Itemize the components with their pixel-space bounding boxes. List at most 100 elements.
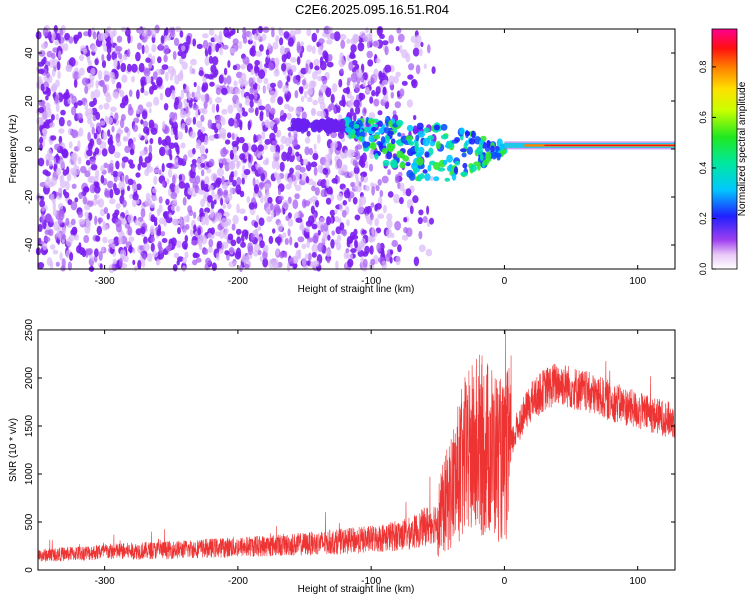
noise-speckle bbox=[231, 223, 236, 231]
noise-speckle bbox=[37, 68, 45, 74]
noise-speckle bbox=[111, 243, 116, 250]
noise-speckle bbox=[95, 80, 99, 89]
noise-speckle bbox=[128, 236, 135, 242]
snr-y-tick-label: 2000 bbox=[24, 366, 35, 389]
noise-speckle bbox=[128, 89, 133, 97]
noise-speckle bbox=[301, 243, 307, 250]
noise-speckle bbox=[90, 163, 98, 171]
snr-y-tick-label: 0 bbox=[24, 567, 35, 573]
colorbar-tick-label: 0.4 bbox=[698, 162, 708, 175]
noise-speckle bbox=[227, 104, 234, 114]
noise-speckle bbox=[325, 197, 332, 205]
noise-speckle bbox=[292, 199, 299, 210]
noise-speckle bbox=[131, 183, 138, 192]
noise-speckle bbox=[81, 249, 87, 258]
noise-speckle bbox=[412, 47, 420, 57]
noise-speckle bbox=[108, 144, 116, 155]
noise-speckle bbox=[261, 130, 266, 140]
noise-speckle bbox=[153, 168, 160, 174]
noise-speckle bbox=[295, 106, 303, 115]
noise-speckle bbox=[102, 84, 107, 94]
noise-speckle bbox=[348, 239, 352, 245]
signal-blob bbox=[382, 147, 388, 155]
noise-speckle bbox=[127, 185, 131, 192]
noise-speckle bbox=[423, 63, 427, 70]
noise-speckle bbox=[236, 176, 242, 187]
noise-speckle bbox=[68, 141, 73, 149]
noise-speckle bbox=[120, 114, 126, 121]
noise-speckle bbox=[346, 38, 351, 44]
noise-speckle bbox=[96, 225, 103, 236]
noise-speckle bbox=[192, 38, 197, 47]
noise-speckle bbox=[209, 81, 215, 87]
noise-speckle bbox=[129, 163, 136, 169]
noise-speckle bbox=[306, 260, 311, 266]
snr-y-tick-label: 1500 bbox=[24, 414, 35, 437]
noise-speckle bbox=[215, 115, 221, 124]
noise-speckle bbox=[57, 217, 63, 225]
noise-speckle bbox=[258, 181, 265, 188]
noise-speckle bbox=[111, 74, 116, 85]
noise-speckle bbox=[210, 200, 215, 210]
noise-speckle bbox=[42, 27, 49, 37]
noise-speckle bbox=[276, 129, 282, 138]
noise-speckle bbox=[114, 112, 119, 121]
noise-speckle bbox=[79, 54, 84, 62]
noise-speckle bbox=[144, 156, 151, 164]
noise-speckle bbox=[342, 200, 348, 206]
noise-speckle bbox=[50, 85, 58, 92]
signal-blob bbox=[435, 140, 441, 150]
noise-speckle bbox=[137, 259, 142, 270]
signal-blob bbox=[444, 177, 450, 182]
noise-speckle bbox=[269, 132, 276, 142]
noise-speckle bbox=[63, 43, 69, 52]
signal-blob bbox=[416, 122, 424, 130]
noise-speckle bbox=[197, 227, 202, 236]
noise-speckle bbox=[138, 62, 145, 73]
signal-blob bbox=[368, 134, 376, 143]
noise-speckle bbox=[176, 148, 180, 155]
signal-blob bbox=[460, 148, 467, 153]
noise-speckle bbox=[63, 93, 71, 100]
noise-speckle bbox=[252, 177, 256, 187]
noise-speckle bbox=[248, 202, 255, 210]
noise-speckle bbox=[370, 258, 376, 266]
noise-speckle bbox=[248, 77, 254, 87]
noise-speckle bbox=[112, 258, 118, 265]
noise-speckle bbox=[251, 45, 256, 52]
noise-speckle bbox=[366, 40, 371, 49]
noise-speckle bbox=[143, 253, 147, 261]
noise-speckle bbox=[411, 79, 418, 89]
noise-speckle bbox=[156, 260, 159, 266]
noise-speckle bbox=[93, 132, 98, 140]
noise-speckle bbox=[122, 53, 128, 61]
noise-speckle bbox=[228, 117, 235, 127]
noise-speckle bbox=[279, 144, 284, 151]
signal-blob bbox=[386, 150, 393, 160]
noise-speckle bbox=[283, 31, 290, 39]
noise-speckle bbox=[389, 249, 394, 255]
noise-speckle bbox=[312, 153, 319, 161]
noise-speckle bbox=[281, 151, 288, 162]
noise-speckle bbox=[349, 53, 356, 60]
signal-blob bbox=[453, 166, 459, 175]
noise-speckle bbox=[335, 260, 339, 270]
noise-speckle bbox=[337, 114, 343, 120]
noise-speckle bbox=[256, 214, 260, 222]
noise-speckle bbox=[232, 214, 239, 225]
noise-speckle bbox=[77, 100, 83, 106]
snr-series-line bbox=[37, 329, 676, 562]
noise-speckle bbox=[294, 193, 300, 200]
snr-x-ticks: -300 -200 -100 0 100 bbox=[95, 330, 646, 587]
noise-speckle bbox=[187, 205, 193, 214]
noise-speckle bbox=[60, 37, 64, 45]
noise-speckle bbox=[90, 44, 98, 53]
noise-speckle bbox=[124, 94, 129, 102]
noise-speckle bbox=[387, 191, 394, 198]
noise-speckle bbox=[239, 208, 246, 214]
noise-speckle bbox=[311, 45, 316, 55]
noise-speckle bbox=[156, 76, 163, 87]
colorbar-label: Normalized spectral amplitude bbox=[737, 81, 748, 216]
spectrogram-y-tick-label: 20 bbox=[24, 95, 35, 107]
noise-speckle bbox=[223, 67, 228, 76]
